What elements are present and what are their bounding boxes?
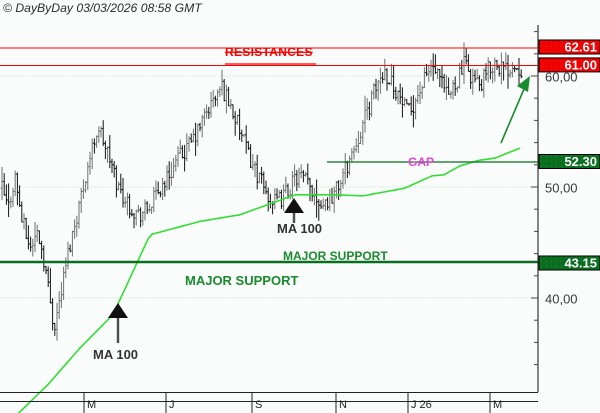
svg-text:MAJOR SUPPORT: MAJOR SUPPORT (185, 273, 298, 288)
svg-text:J 26: J 26 (411, 399, 432, 411)
svg-text:M: M (87, 399, 96, 411)
svg-text:S: S (255, 399, 262, 411)
svg-text:62.61: 62.61 (564, 40, 597, 55)
svg-text:50,00: 50,00 (545, 181, 578, 196)
svg-text:40,00: 40,00 (545, 292, 578, 307)
svg-text:MA 100: MA 100 (93, 347, 138, 362)
svg-text:MA 100: MA 100 (277, 221, 322, 236)
svg-text:© DayByDay 03/03/2026 08:58 G: © DayByDay 03/03/2026 08:58 GMT (3, 1, 203, 15)
svg-text:GAP: GAP (408, 155, 434, 169)
svg-text:MAJOR SUPPORT: MAJOR SUPPORT (283, 249, 388, 263)
svg-text:61.00: 61.00 (564, 57, 597, 72)
svg-text:J: J (169, 399, 175, 411)
svg-text:RESISTANCES: RESISTANCES (225, 45, 313, 59)
svg-text:M: M (493, 399, 502, 411)
svg-text:52.30: 52.30 (564, 154, 597, 169)
svg-text:N: N (339, 399, 347, 411)
svg-text:43.15: 43.15 (564, 256, 597, 271)
